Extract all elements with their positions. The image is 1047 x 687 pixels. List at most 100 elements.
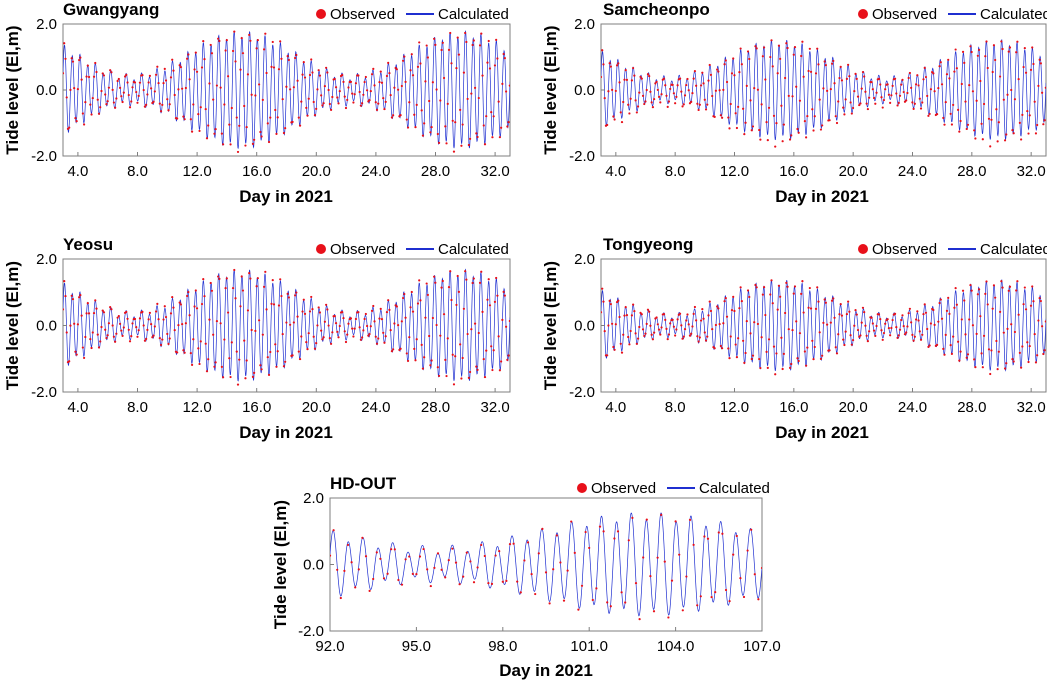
observed-point <box>866 107 869 111</box>
observed-point <box>395 305 398 308</box>
observed-point <box>173 329 176 332</box>
observed-point <box>223 103 226 106</box>
observed-point <box>926 327 929 331</box>
observed-point <box>272 303 276 306</box>
observed-point <box>987 348 991 351</box>
observed-point <box>399 347 402 350</box>
observed-point <box>172 69 175 72</box>
observed-point <box>429 364 432 367</box>
observed-point <box>459 108 462 111</box>
observed-point <box>709 309 713 313</box>
observed-point <box>323 85 326 88</box>
observed-point <box>699 84 703 87</box>
observed-point <box>204 108 207 111</box>
observed-point <box>157 318 160 321</box>
observed-point <box>772 345 776 348</box>
observed-point <box>632 66 635 70</box>
observed-point <box>424 80 427 83</box>
observed-point <box>204 342 207 345</box>
observed-point <box>618 81 621 84</box>
observed-point <box>740 63 743 66</box>
x-tick-label: 28.0 <box>957 399 986 416</box>
x-tick-label: 20.0 <box>839 399 868 416</box>
observed-point <box>1021 345 1024 348</box>
observed-point <box>727 347 730 350</box>
observed-point <box>1012 132 1015 135</box>
observed-point <box>675 328 678 331</box>
observed-point <box>498 136 501 139</box>
observed-point <box>716 305 719 308</box>
observed-point <box>870 316 873 319</box>
observed-point <box>914 83 918 86</box>
observed-point <box>111 88 114 91</box>
observed-point <box>979 79 982 83</box>
observed-point <box>645 518 648 521</box>
observed-point <box>861 306 865 309</box>
observed-point <box>994 58 997 62</box>
observed-point <box>410 53 413 56</box>
observed-point <box>337 336 340 339</box>
observed-point <box>465 551 468 554</box>
observed-point <box>986 66 989 70</box>
observed-point <box>403 292 406 296</box>
observed-point <box>312 100 315 104</box>
observed-point <box>826 323 829 326</box>
x-tick-label: 32.0 <box>1017 163 1046 180</box>
observed-point <box>64 57 67 60</box>
observed-point <box>845 313 848 316</box>
observed-point <box>601 311 603 314</box>
observed-point <box>975 332 978 336</box>
observed-point <box>671 83 674 87</box>
observed-point <box>231 286 235 290</box>
observed-point <box>459 343 462 346</box>
observed-point <box>805 136 808 139</box>
observed-point <box>807 69 810 73</box>
observed-point <box>685 575 688 578</box>
observed-point <box>220 132 223 135</box>
observed-point <box>781 367 784 371</box>
observed-point <box>803 350 806 353</box>
observed-point <box>968 318 971 321</box>
observed-point <box>808 286 811 290</box>
observed-point <box>434 281 437 284</box>
x-tick-label: 92.0 <box>315 638 344 655</box>
observed-point <box>718 89 721 92</box>
observed-point <box>744 351 747 355</box>
observed-point <box>415 572 418 576</box>
observed-point <box>728 127 731 130</box>
observed-point <box>382 331 385 334</box>
observed-point <box>724 588 728 592</box>
observed-point <box>686 77 689 81</box>
x-tick-label: 4.0 <box>605 399 626 416</box>
observed-point <box>843 113 846 116</box>
observed-point <box>634 582 638 585</box>
observed-point <box>784 311 787 315</box>
observed-point <box>695 319 698 322</box>
observed-point <box>923 303 926 306</box>
observed-point <box>137 94 140 97</box>
observed-point <box>971 90 975 93</box>
observed-point <box>213 132 216 135</box>
observed-point <box>872 96 876 100</box>
observed-point <box>503 294 506 297</box>
observed-point <box>457 53 461 56</box>
observed-point <box>451 353 454 356</box>
observed-point <box>696 335 699 338</box>
observed-point <box>285 321 288 324</box>
observed-point <box>997 350 1000 353</box>
observed-point <box>363 80 366 84</box>
observed-point <box>167 109 170 112</box>
observed-point <box>116 79 119 83</box>
observed-point <box>942 347 945 350</box>
observed-point <box>1000 280 1003 283</box>
observed-point <box>901 314 904 317</box>
observed-point <box>128 106 132 109</box>
observed-point <box>408 555 411 558</box>
observed-point <box>295 291 298 294</box>
observed-point <box>110 71 113 74</box>
y-axis-label: Tide level (El,m) <box>3 261 22 390</box>
observed-point <box>675 95 678 98</box>
observed-point <box>832 59 835 63</box>
observed-point <box>757 598 760 601</box>
observed-point <box>788 366 792 369</box>
